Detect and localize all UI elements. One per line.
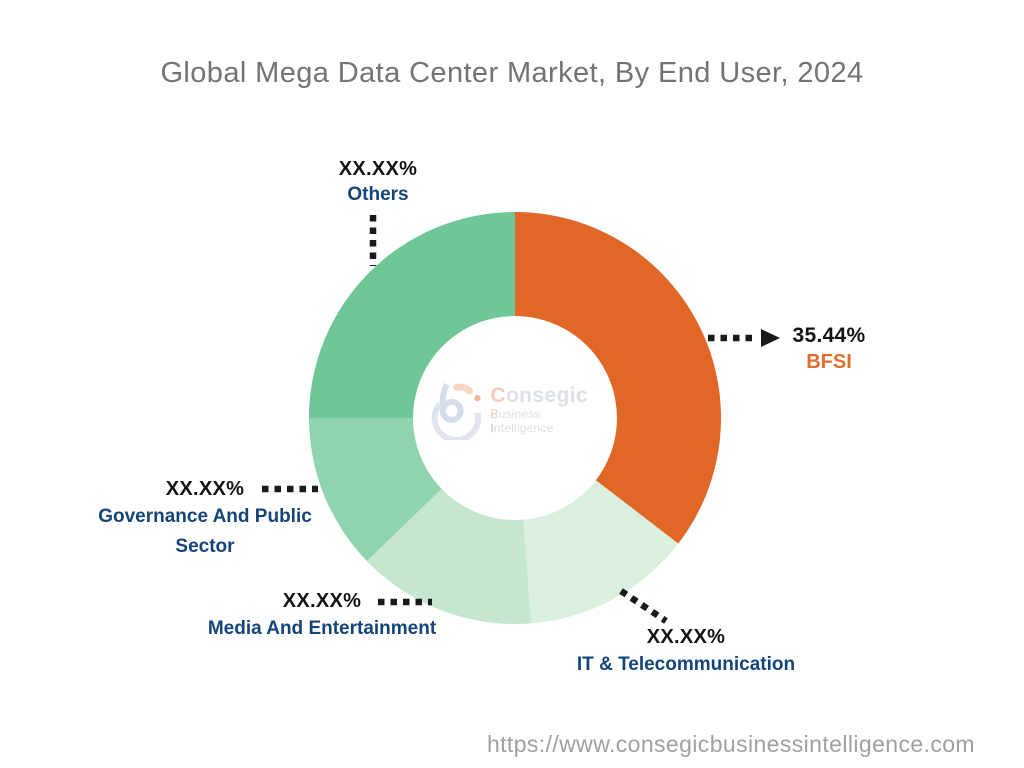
media-name: Media And Entertainment [207,618,437,639]
consegic-wordmark: Consegic Business Intelligence [490,384,606,435]
donut-segment-others[interactable] [309,212,515,418]
donut-slices [309,212,721,624]
brand-initial: C [490,383,506,407]
it-name: IT & Telecommunication [576,654,796,675]
label-others: XX.XX% Others [278,157,478,207]
consegic-watermark: Consegic Business Intelligence [426,376,606,442]
governance-name: Governance And Public Sector [98,506,312,557]
tagline-initial-b: B [490,406,499,421]
tagline-rest-1: usiness [498,406,541,421]
governance-value: XX.XX% [165,478,245,500]
label-it: XX.XX% IT & Telecommunication [555,625,817,680]
media-value: XX.XX% [282,590,362,612]
it-leader-line [619,588,668,624]
donut-segment-media-and-entertainment[interactable] [366,488,532,624]
it-value: XX.XX% [646,626,726,648]
tagline-initial-i: I [490,420,494,435]
donut-segment-governance-and-public-sector[interactable] [309,418,442,562]
others-value: XX.XX% [338,158,418,180]
source-url[interactable]: https://www.consegicbusinessintelligence… [486,731,975,757]
brand-name: Consegic [490,384,606,407]
bfsi-value: 35.44% [792,324,866,347]
label-bfsi: 35.44% BFSI [766,323,892,375]
bfsi-name: BFSI [806,351,852,373]
chart-title: Global Mega Data Center Market, By End U… [160,57,864,89]
donut-segment-it-telecommunication[interactable] [523,480,679,624]
brand-rest: onsegic [505,383,589,407]
brand-tagline: Business Intelligence [490,407,606,435]
label-governance: XX.XX% Governance And Public Sector [75,477,335,562]
donut-segment-bfsi[interactable] [515,212,721,544]
consegic-logo-icon [431,382,481,440]
tagline-rest-2: ntelligence [493,420,554,435]
bfsi-arrowhead-icon [761,329,780,347]
label-media: XX.XX% Media And Entertainment [192,589,452,644]
others-name: Others [347,184,409,205]
bfsi-leader-arrow [708,329,780,347]
